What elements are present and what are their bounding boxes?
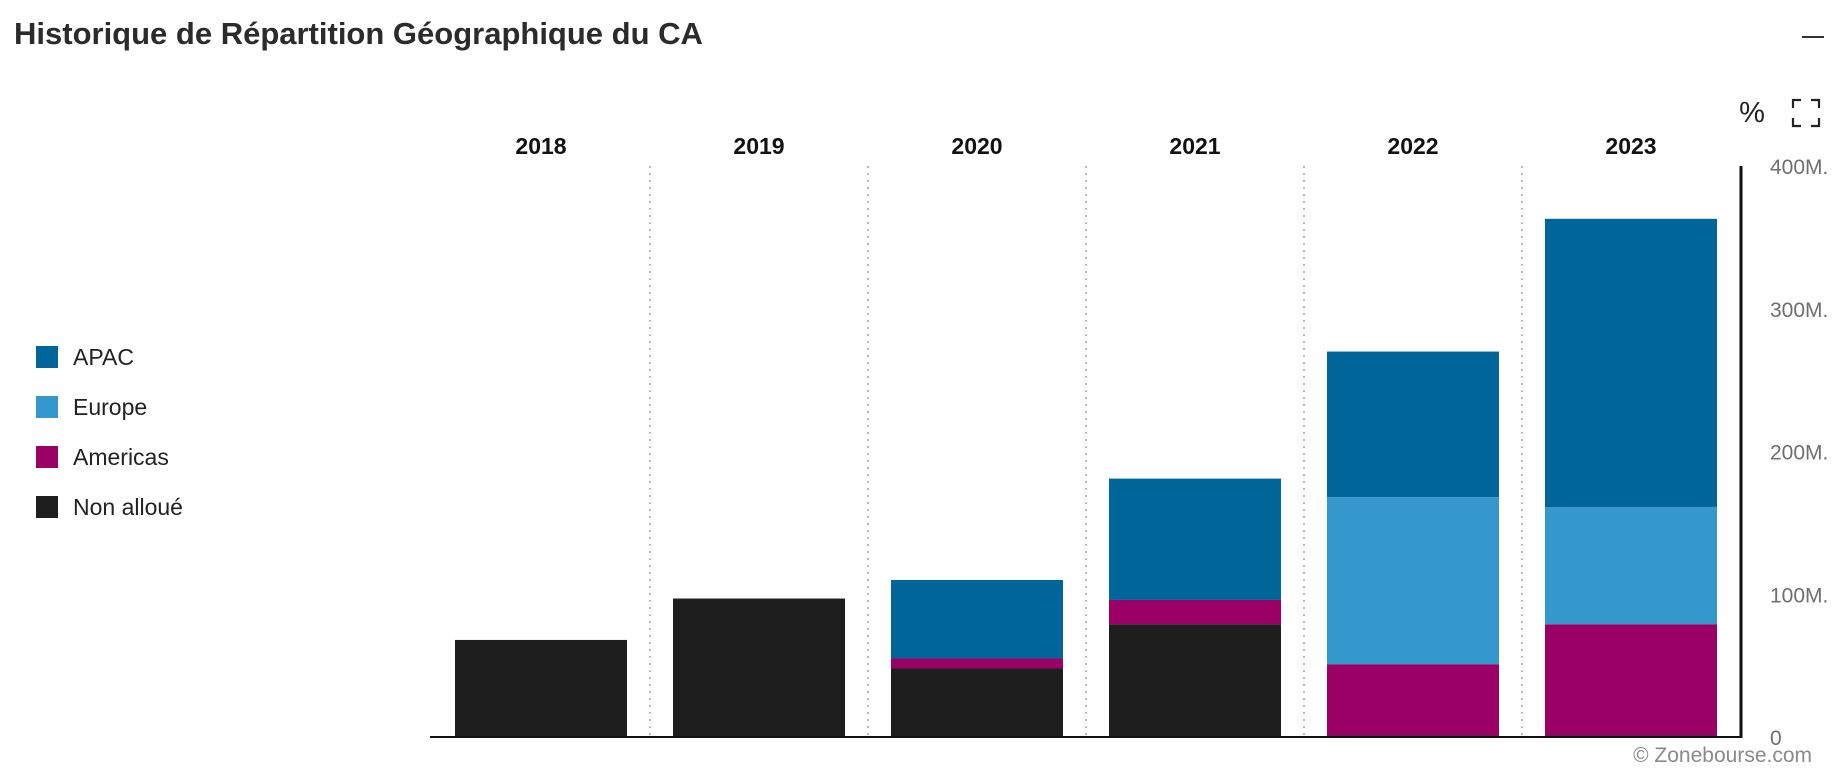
bar-segment: [1327, 497, 1499, 665]
bar-segment: [891, 658, 1063, 669]
category-label: 2022: [1387, 133, 1438, 159]
legend-swatch: [36, 346, 58, 368]
y-tick-label: 400M.: [1770, 156, 1828, 179]
legend-swatch: [36, 396, 58, 418]
legend-item[interactable]: Non alloué: [36, 482, 183, 532]
legend-item[interactable]: Americas: [36, 432, 183, 482]
category-label: 2021: [1169, 133, 1220, 159]
bar-segment: [673, 598, 845, 737]
bar-segment: [1545, 624, 1717, 736]
y-tick-label: 100M.: [1770, 584, 1828, 607]
bar-segment: [1109, 599, 1281, 625]
bar-segment: [1327, 664, 1499, 736]
bar-segment: [1327, 351, 1499, 498]
chart-title: Historique de Répartition Géographique d…: [14, 16, 703, 51]
minus-icon[interactable]: [1798, 14, 1828, 44]
chart-legend: APAC Europe Americas Non alloué: [36, 332, 183, 532]
fullscreen-icon[interactable]: [1791, 98, 1821, 128]
y-tick-label: 0: [1770, 727, 1782, 750]
percent-toggle-button[interactable]: %: [1739, 97, 1765, 129]
bar-segment: [1545, 218, 1717, 508]
y-tick-label: 200M.: [1770, 442, 1828, 465]
category-label: 2023: [1605, 133, 1656, 159]
legend-label: Non alloué: [73, 493, 183, 520]
category-label: 2019: [733, 133, 784, 159]
legend-item[interactable]: APAC: [36, 332, 183, 382]
legend-label: Americas: [73, 443, 169, 470]
legend-label: Europe: [73, 393, 148, 420]
bar-segment: [455, 639, 627, 737]
category-label: 2018: [515, 133, 566, 159]
legend-swatch: [36, 496, 58, 518]
legend-item[interactable]: Europe: [36, 382, 183, 432]
bar-segment: [1109, 624, 1281, 737]
source-credit[interactable]: © Zonebourse.com: [1633, 744, 1812, 767]
legend-label: APAC: [73, 343, 134, 370]
bar-segment: [891, 579, 1063, 659]
y-tick-label: 300M.: [1770, 299, 1828, 322]
legend-swatch: [36, 446, 58, 468]
bar-segment: [891, 668, 1063, 737]
bar-segment: [1109, 478, 1281, 600]
category-label: 2020: [951, 133, 1002, 159]
bar-segment: [1545, 507, 1717, 625]
